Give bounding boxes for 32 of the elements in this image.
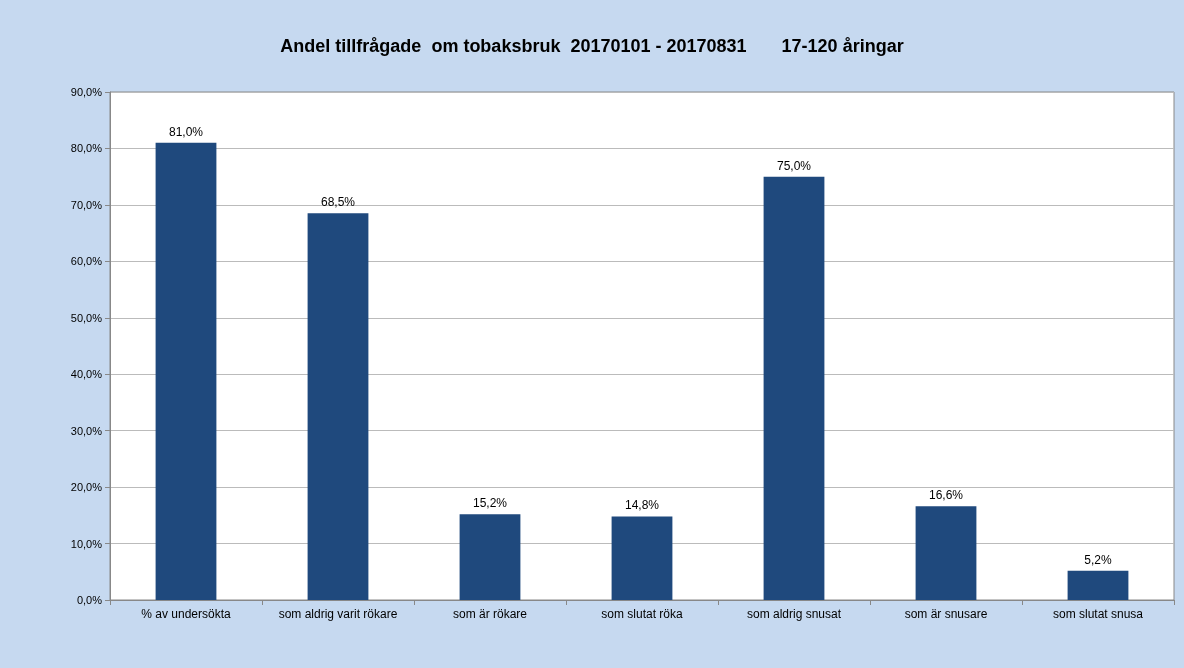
bar [155,142,217,600]
y-tick-label: 30,0% [70,424,103,437]
x-tick-label: som är snusare [904,607,988,621]
bar [915,506,977,600]
y-tick-label: 20,0% [70,481,103,494]
data-label: 68,5% [320,195,356,210]
y-tick-label: 70,0% [70,198,103,211]
x-tick-label: % av undersökta [141,607,232,621]
y-tick-label: 50,0% [70,311,103,324]
y-tick-label: 90,0% [70,86,103,98]
data-label: 15,2% [472,496,508,511]
x-tick-label: som aldrig snusat [746,607,842,621]
bar [459,514,521,600]
y-tick-label: 60,0% [70,255,103,268]
data-label: 16,6% [928,488,964,503]
y-tick-label: 0,0% [76,594,103,606]
x-tick-label: som är rökare [452,607,528,621]
chart-title: Andel tillfrågade om tobaksbruk 20170101 - 20170831 17-120 åringar [280,36,904,56]
bar [763,176,825,600]
y-tick-label: 80,0% [70,142,103,155]
x-tick-label: som aldrig varit rökare [278,607,398,621]
data-label: 14,8% [624,498,660,513]
y-tick-label: 40,0% [70,368,103,381]
bar [307,213,369,600]
data-label: 75,0% [776,158,812,173]
x-tick-label: som slutat röka [601,607,683,621]
y-tick-label: 10,0% [70,537,103,550]
data-label: 5,2% [1084,552,1112,567]
data-label: 81,0% [168,124,204,139]
bar [1067,570,1129,600]
x-tick-label: som slutat snusa [1052,607,1144,621]
bar [611,516,673,600]
